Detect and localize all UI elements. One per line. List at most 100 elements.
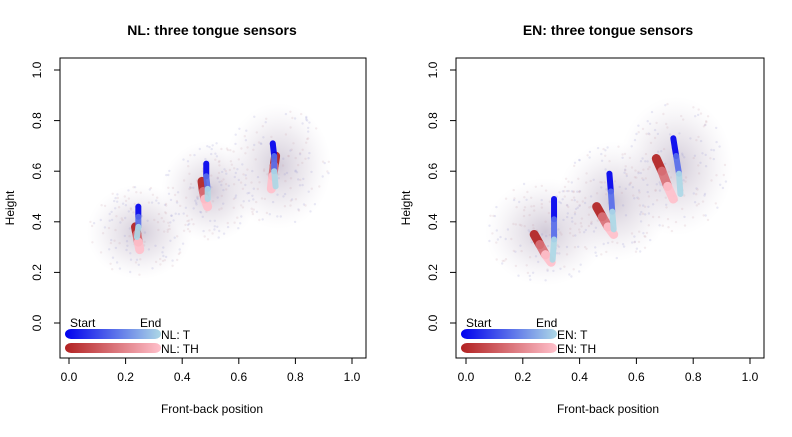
cloud-point: [723, 163, 727, 167]
cloud-point: [611, 240, 614, 244]
cloud-point: [182, 179, 186, 182]
trajectory-segment: [133, 237, 145, 255]
cloud-point: [126, 244, 129, 247]
cloud-point: [649, 141, 653, 145]
cloud-point: [552, 269, 555, 273]
y-tick-label: 0.2: [30, 264, 44, 281]
cloud-point: [125, 248, 128, 252]
cloud-point: [633, 197, 636, 200]
cloud-point: [284, 133, 288, 136]
cloud-point: [117, 206, 121, 209]
cloud-point: [647, 212, 651, 215]
cloud-point: [89, 220, 92, 224]
cloud-point: [157, 212, 161, 216]
cloud-point: [298, 184, 302, 187]
cloud-point: [534, 255, 538, 258]
cloud-point: [171, 186, 175, 190]
cloud-point: [121, 202, 125, 205]
cloud-point: [170, 214, 173, 217]
cloud-point: [712, 157, 715, 161]
cloud-point: [617, 145, 620, 148]
cloud-point: [186, 223, 190, 227]
cloud-point: [132, 211, 135, 214]
cloud-point: [644, 235, 647, 238]
cloud-point: [184, 223, 187, 227]
cloud-point: [252, 187, 255, 190]
cloud-point: [599, 181, 602, 184]
cloud-point: [721, 186, 725, 190]
cloud-point: [132, 186, 135, 189]
cloud-point: [301, 183, 304, 187]
cloud-point: [215, 155, 219, 158]
cloud-point: [710, 148, 713, 152]
cloud-point: [305, 115, 308, 119]
cloud-point: [526, 190, 529, 194]
cloud-point: [589, 205, 593, 208]
cloud-point: [236, 216, 239, 219]
cloud-point: [271, 200, 275, 204]
cloud-point: [297, 209, 301, 212]
cloud-point: [587, 213, 591, 216]
cloud-point: [648, 165, 651, 169]
cloud-point: [234, 196, 237, 199]
cloud-point: [248, 191, 251, 195]
x-axis: 0.0 0.2 0.4 0.6 0.8 1.0: [458, 357, 759, 384]
legend-start-label: Start: [466, 316, 492, 330]
cloud-point: [621, 204, 625, 207]
cloud-point: [638, 191, 641, 194]
cloud-point: [114, 228, 117, 232]
cloud-point: [493, 214, 497, 218]
cloud-point: [544, 220, 547, 223]
cloud-point: [129, 258, 133, 261]
cloud-point: [557, 245, 561, 248]
cloud-point: [578, 158, 581, 162]
cloud-point: [246, 192, 249, 195]
cloud-point: [592, 230, 596, 233]
cloud-point: [255, 210, 259, 213]
cloud-point: [559, 231, 562, 234]
cloud-point: [169, 221, 172, 224]
cloud-point: [224, 169, 227, 173]
cloud-point: [234, 171, 237, 175]
trajectory-segment: [607, 188, 616, 215]
cloud-point: [218, 180, 221, 184]
cloud-point: [669, 176, 673, 179]
cloud-point: [718, 145, 721, 148]
cloud-point: [618, 185, 621, 189]
cloud-point: [305, 141, 308, 144]
cloud-point: [209, 219, 212, 223]
cloud-point: [666, 102, 669, 106]
cloud-point: [199, 210, 202, 214]
cloud-point: [573, 213, 577, 216]
cloud-point: [594, 226, 598, 229]
cloud-point: [251, 194, 254, 197]
cloud-point: [259, 142, 262, 145]
cloud-point: [702, 214, 705, 217]
cloud-point: [663, 162, 667, 165]
cloud-point: [121, 218, 124, 222]
cloud-point: [220, 147, 223, 151]
cloud-point: [208, 145, 211, 149]
cloud-point: [648, 133, 651, 136]
cloud-point: [706, 218, 710, 222]
cloud-point: [195, 201, 198, 204]
cloud-point: [164, 202, 168, 206]
cloud-point: [103, 226, 107, 229]
cloud-point: [578, 159, 581, 162]
cloud-point: [633, 240, 637, 243]
cloud-point: [573, 164, 576, 168]
cloud-point: [513, 197, 516, 200]
cloud-point: [211, 144, 214, 147]
cloud-point: [133, 186, 137, 189]
cloud-point: [563, 195, 566, 198]
cloud-point: [148, 188, 151, 191]
cloud-point: [137, 263, 140, 266]
trajectory-segment: [271, 168, 279, 190]
cloud-point: [656, 132, 660, 136]
cloud-point: [670, 229, 674, 233]
cloud-point: [578, 190, 582, 193]
cloud-point: [99, 251, 103, 254]
cloud-point: [523, 225, 526, 228]
cloud-point: [229, 160, 233, 163]
